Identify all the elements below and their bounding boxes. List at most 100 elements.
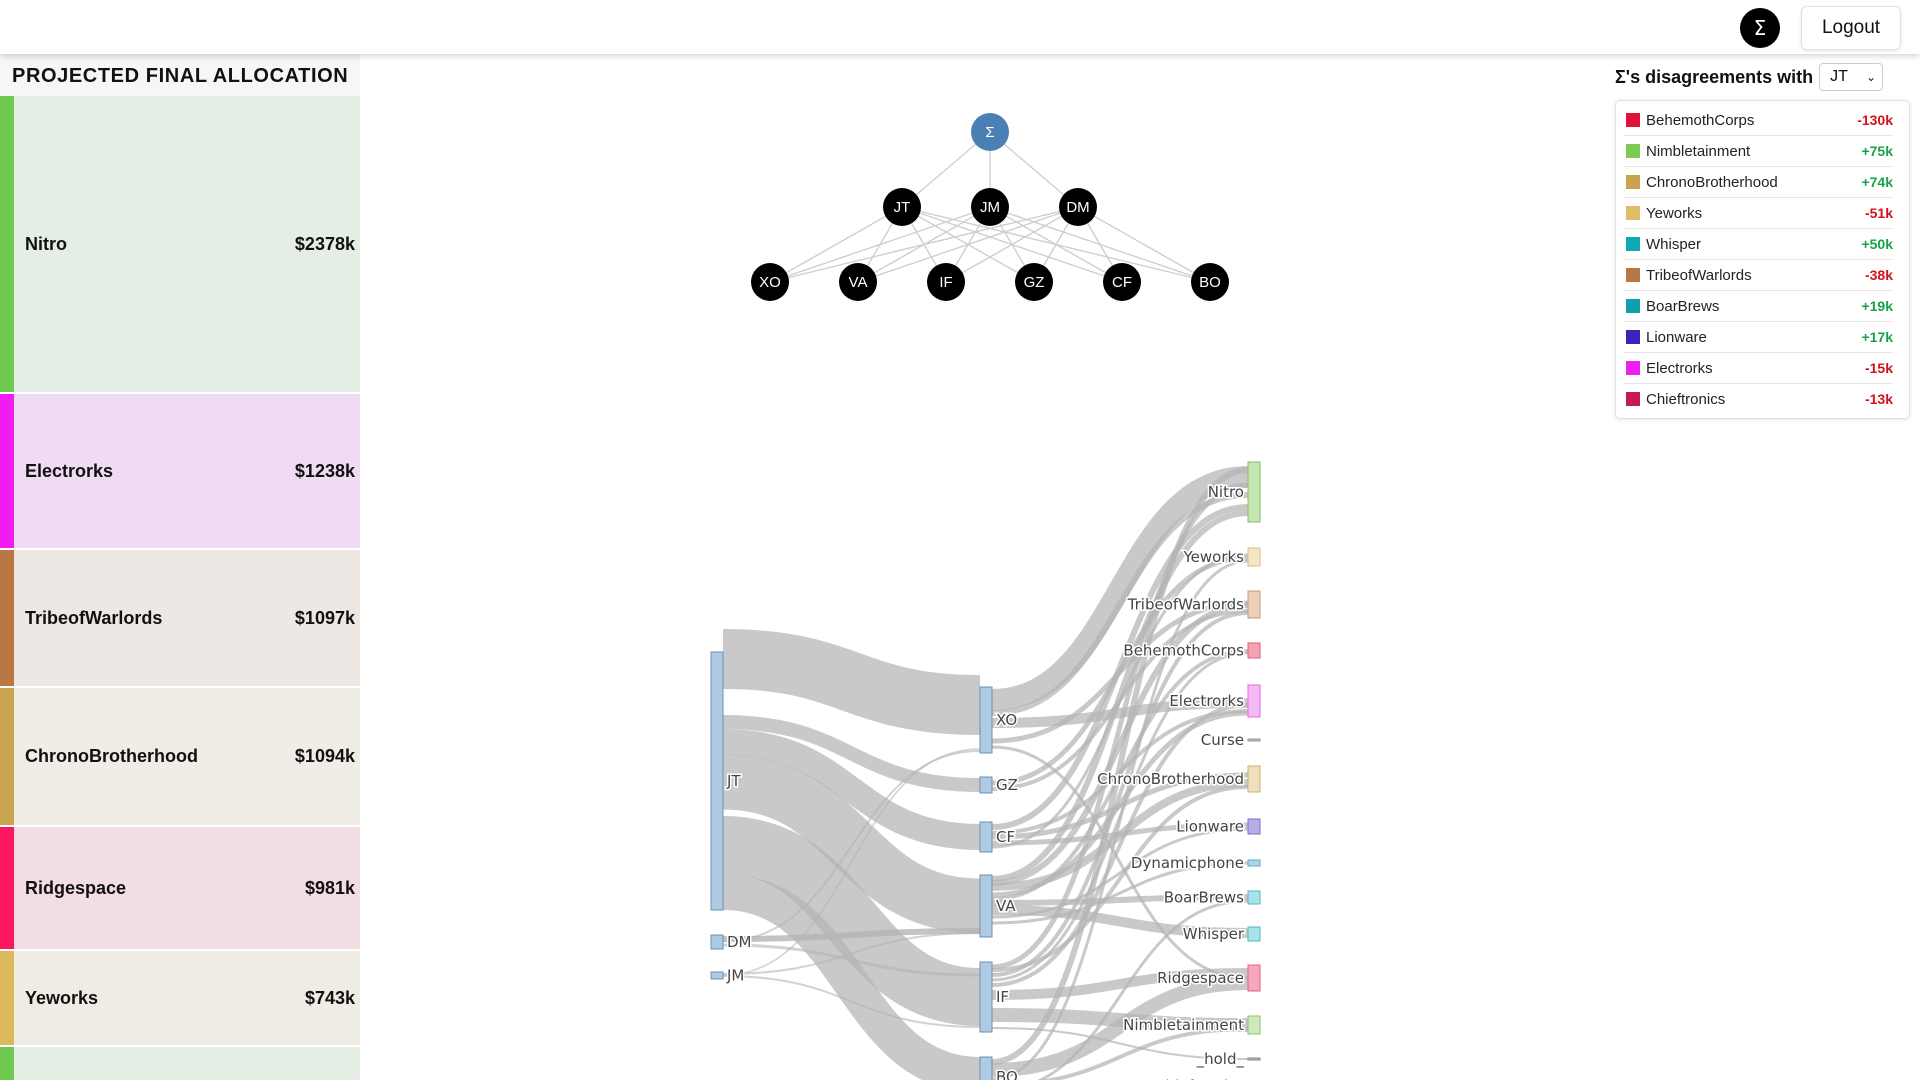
disagreement-name: TribeofWarlords (1646, 266, 1752, 284)
sankey-node-bar (1247, 964, 1261, 992)
sankey-link (991, 466, 1249, 711)
sankey-link (722, 874, 981, 1080)
allocation-color-bar (0, 1047, 14, 1080)
node-label: BO (1199, 274, 1221, 291)
sankey-link (991, 559, 1249, 1080)
network-node-sigma[interactable]: Σ (971, 113, 1009, 151)
allocation-color-bar (0, 394, 14, 548)
node-circle (971, 113, 1009, 151)
sankey-target-node[interactable]: Electrorks (1168, 684, 1261, 718)
network-edge (1077, 206, 1211, 283)
node-circle (971, 188, 1009, 226)
sankey-node-label: IF (996, 988, 1009, 1006)
sankey-node-bar (1247, 547, 1261, 567)
sankey-target-node[interactable]: ChronoBrotherhood (1096, 765, 1261, 793)
allocation-name: Yeworks (25, 987, 99, 1008)
sankey-target-node[interactable]: Dynamicphone (1129, 853, 1261, 874)
sankey-node-label: BO (996, 1068, 1018, 1080)
sankey-target-node[interactable]: Lionware (1175, 816, 1261, 837)
allocation-name: Nitro (25, 233, 67, 254)
sankey-node-bar (1247, 461, 1261, 523)
sankey-target-node[interactable]: Curse (1199, 730, 1261, 751)
sankey-node-bar (1247, 765, 1261, 793)
sankey-middle-node[interactable]: XO (979, 686, 1019, 754)
sankey-source-node[interactable]: DM (710, 932, 753, 953)
sankey-node-bar (710, 651, 724, 911)
sankey-link (991, 976, 1249, 1077)
network-edge (769, 206, 1079, 283)
top-bar: Σ Logout (0, 0, 1920, 54)
node-label: IF (939, 274, 952, 291)
sankey-middle-node[interactable]: IF (979, 961, 1011, 1033)
network-node-jm[interactable]: JM (971, 188, 1009, 226)
allocation-row: Electrorks $1238k (0, 394, 360, 550)
member-select-value: JT (1830, 68, 1848, 85)
network-node-if[interactable]: IF (927, 263, 965, 301)
allocation-row: Yeworks $743k (0, 951, 360, 1047)
disagreement-row: TribeofWarlords -38k (1624, 260, 1893, 291)
sankey-target-node[interactable]: Nitro (1206, 461, 1261, 523)
sankey-link (991, 779, 1249, 891)
sankey-target-node[interactable]: TribeofWarlords (1125, 590, 1261, 619)
sankey-link (991, 602, 1249, 886)
disagreement-name: Lionware (1646, 328, 1707, 346)
network-node-cf[interactable]: CF (1103, 263, 1141, 301)
disagreement-row: BehemothCorps -130k (1624, 105, 1893, 136)
network-edge (769, 206, 991, 283)
disagreement-row: Yeworks -51k (1624, 198, 1893, 229)
sankey-target-node[interactable]: BoarBrews (1162, 887, 1261, 908)
sankey-target-node[interactable]: Whisper (1181, 924, 1261, 945)
network-node-dm[interactable]: DM (1059, 188, 1097, 226)
node-circle (839, 263, 877, 301)
sankey-node-bar (1247, 926, 1261, 942)
sankey-node-bar (1247, 642, 1261, 659)
node-circle (883, 188, 921, 226)
sankey-node-bar (1247, 684, 1261, 718)
network-node-va[interactable]: VA (839, 263, 877, 301)
disagreement-name: ChronoBrotherhood (1646, 173, 1778, 191)
node-label: Σ (985, 124, 994, 141)
allocation-value: $1097k (294, 607, 355, 628)
sankey-node-bar (1247, 859, 1261, 867)
sankey-middle-node[interactable]: GZ (979, 775, 1019, 796)
sankey-node-bar (979, 821, 993, 853)
disagreement-name: Whisper (1646, 235, 1702, 253)
sankey-node-bar (979, 776, 993, 794)
sankey-target-node[interactable]: Yeworks (1181, 547, 1261, 568)
network-node-jt[interactable]: JT (883, 188, 921, 226)
sankey-middle-node[interactable]: BO (979, 1056, 1019, 1080)
sankey-source-node[interactable]: JM (710, 965, 746, 986)
network-node-bo[interactable]: BO (1191, 263, 1229, 301)
network-node-xo[interactable]: XO (751, 263, 789, 301)
disagreement-value: -130k (1857, 112, 1893, 128)
member-select[interactable]: JT ⌄ (1819, 63, 1884, 91)
allocation-value: $1238k (294, 460, 355, 481)
sankey-node-bar (710, 934, 724, 950)
allocation-panel: PROJECTED FINAL ALLOCATION Nitro $2378k El… (0, 54, 360, 1080)
node-circle (751, 263, 789, 301)
network-node-gz[interactable]: GZ (1015, 263, 1053, 301)
sankey-source-node[interactable]: JT (710, 651, 743, 911)
sankey-target-node[interactable]: Ridgespace (1156, 964, 1261, 992)
sankey-middle-node[interactable]: CF (979, 821, 1017, 853)
sankey-middle-node[interactable]: VA (979, 874, 1018, 938)
sankey-node-label: CF (996, 828, 1015, 846)
sankey-link (991, 968, 1249, 1000)
logout-button[interactable]: Logout (1801, 6, 1901, 50)
sankey-target-node[interactable]: BehemothCorps (1122, 640, 1261, 661)
sankey-link (991, 785, 1249, 972)
color-swatch (1626, 361, 1640, 375)
sankey-link (991, 467, 1249, 1065)
node-label: GZ (1024, 274, 1045, 291)
user-avatar[interactable]: Σ (1740, 8, 1780, 48)
sankey-links (721, 466, 1249, 1080)
sankey-target-node[interactable]: Nimbletainment (1122, 1015, 1261, 1036)
sankey-target-node[interactable]: _hold_ (1194, 1049, 1261, 1071)
sankey-target-node[interactable]: Chieftronics (1153, 1076, 1260, 1080)
sankey-node-label: BehemothCorps (1123, 642, 1244, 660)
allocation-name: Electrorks (25, 460, 114, 481)
color-swatch (1626, 268, 1640, 282)
sankey-node-bar (1247, 738, 1261, 742)
sankey-link (722, 975, 981, 1028)
sankey-node-label: GZ (996, 776, 1018, 794)
